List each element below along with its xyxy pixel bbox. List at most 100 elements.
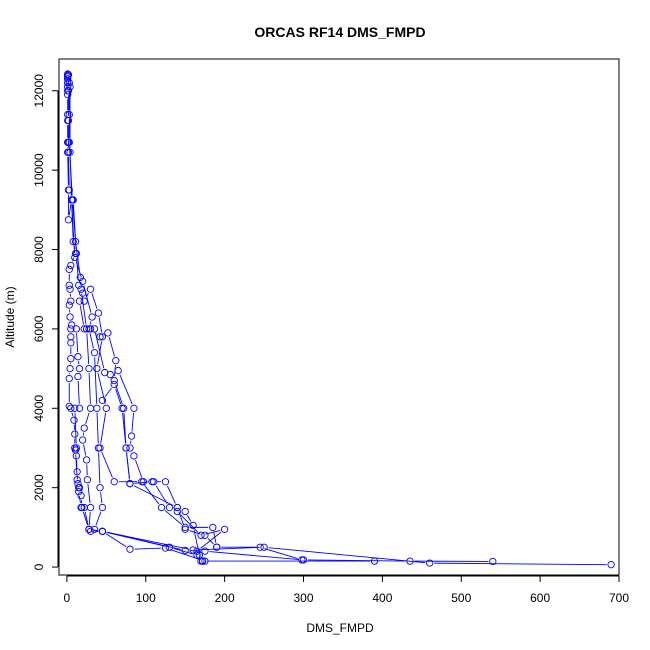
- series-line-segment: [134, 547, 161, 550]
- data-point: [66, 148, 74, 156]
- data-point: [80, 424, 88, 432]
- data-point: [110, 380, 118, 389]
- series-line-segment: [75, 454, 78, 476]
- data-point: [181, 523, 189, 532]
- series-line-segment: [101, 451, 113, 478]
- chart-title: ORCAS RF14 DMS_FMPD: [254, 24, 425, 40]
- data-point: [426, 559, 434, 567]
- data-series: [64, 70, 209, 565]
- series-line-segment: [83, 444, 87, 456]
- series-line-segment: [106, 531, 189, 550]
- data-point: [74, 353, 82, 361]
- series-line-segment: [108, 337, 115, 357]
- y-tick-label: 10000: [32, 153, 46, 187]
- data-point: [67, 196, 76, 204]
- data-point: [96, 444, 104, 452]
- series-line-segment: [131, 412, 134, 432]
- x-tick-label: 600: [530, 591, 550, 605]
- data-point: [130, 452, 138, 460]
- series-line-segment: [268, 547, 426, 564]
- series-line-segment: [69, 156, 72, 196]
- data-point: [165, 503, 174, 512]
- series-line-segment: [198, 554, 201, 558]
- data-point: [65, 265, 73, 274]
- series-line-segment: [264, 548, 298, 560]
- series-line-segment: [135, 459, 143, 478]
- data-point: [106, 370, 114, 379]
- data-point: [138, 478, 146, 486]
- series-line-segment: [134, 481, 148, 484]
- series-line-segment: [86, 333, 90, 365]
- data-point: [65, 79, 73, 87]
- data-point: [85, 525, 93, 534]
- data-point: [104, 329, 112, 337]
- data-point: [71, 237, 80, 246]
- data-point: [157, 503, 166, 512]
- data-point: [67, 339, 75, 347]
- data-point: [161, 544, 170, 552]
- data-point: [71, 446, 80, 454]
- data-point: [201, 531, 209, 539]
- data-point: [67, 355, 75, 363]
- data-point: [299, 556, 308, 564]
- y-axis-label: Altitude (m): [3, 286, 17, 347]
- data-point: [189, 546, 197, 554]
- data-point: [75, 487, 83, 496]
- data-point: [139, 478, 148, 486]
- data-point: [148, 478, 156, 486]
- series-line-segment: [193, 529, 199, 551]
- series-line-segment: [82, 511, 89, 526]
- series-line-segment: [85, 412, 90, 424]
- data-point: [64, 216, 73, 224]
- series-line-segment: [95, 511, 102, 526]
- series-line-segment: [100, 492, 103, 504]
- series-line-segment: [87, 484, 91, 504]
- data-point: [189, 521, 197, 530]
- series-line-segment: [97, 372, 106, 405]
- data-point: [118, 404, 126, 412]
- data-point: [173, 503, 181, 512]
- data-point: [181, 546, 189, 555]
- series-line-segment: [126, 452, 130, 480]
- data-point: [67, 261, 75, 270]
- data-point: [110, 376, 118, 385]
- y-tick-label: 6000: [32, 315, 46, 342]
- data-point: [66, 364, 74, 373]
- data-point: [72, 325, 81, 333]
- data-point: [298, 556, 306, 564]
- data-point: [65, 374, 73, 383]
- data-series: [86, 325, 205, 565]
- plot-frame: [58, 58, 620, 576]
- x-tick-label: 100: [136, 591, 156, 605]
- series-line-segment: [434, 562, 607, 566]
- series-line-segment: [155, 485, 168, 504]
- data-point: [98, 503, 107, 512]
- data-point: [64, 91, 72, 99]
- series-line-segment: [166, 485, 176, 504]
- series-line-segment: [85, 292, 89, 298]
- data-point: [197, 557, 205, 565]
- y-axis: 0 2000 4000 6000 8000 10000 12000: [32, 74, 59, 570]
- data-point: [114, 366, 122, 375]
- data-point: [86, 325, 95, 333]
- data-point: [86, 503, 95, 512]
- series-line-segment: [71, 204, 75, 253]
- data-point: [256, 543, 264, 551]
- series-line-segment: [207, 538, 214, 545]
- data-point: [67, 333, 75, 341]
- data-point: [86, 404, 95, 412]
- data-point: [112, 357, 120, 365]
- data-point: [75, 281, 83, 289]
- data-point: [489, 557, 497, 566]
- series-line-segment: [98, 317, 103, 333]
- data-point: [110, 478, 118, 486]
- data-series: [98, 380, 221, 551]
- data-point: [75, 484, 83, 492]
- series-line-segment: [200, 531, 222, 549]
- series-layer: [64, 70, 615, 569]
- data-point: [74, 372, 82, 381]
- data-point: [120, 404, 128, 412]
- series-line-segment: [67, 156, 69, 186]
- data-point: [127, 432, 136, 440]
- data-point: [90, 349, 99, 357]
